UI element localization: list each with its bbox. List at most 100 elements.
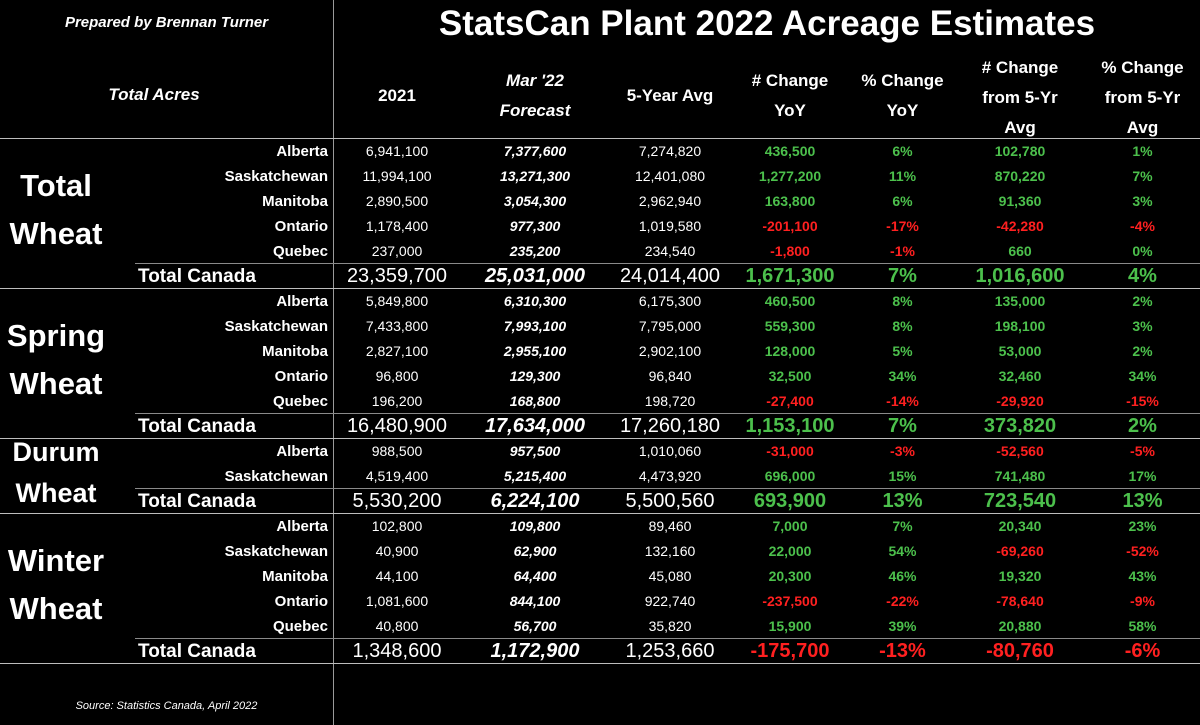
table-cell: 7,993,100 [503,318,567,334]
total-canada-label: Total Canada [138,416,256,437]
table-cell: 373,820 [983,415,1057,437]
table-cell: -201,100 [762,218,818,234]
table-cell: 1% [1132,143,1153,159]
table-cell: -5% [1130,443,1155,459]
table-cell: 89,460 [648,518,692,534]
table-cell: 6,175,300 [638,293,702,309]
table-cell: -27,400 [766,393,814,409]
province-label: Saskatchewan [224,468,328,485]
table-cell: 23,359,700 [346,265,448,287]
table-cell: 43% [1128,568,1157,584]
group-divider [0,288,1200,289]
table-cell: 2,890,500 [365,193,429,209]
table-cell: 46% [888,568,917,584]
table-cell: 5,849,800 [365,293,429,309]
table-cell: 168,800 [509,393,561,409]
province-label: Ontario [274,368,328,385]
table-cell: 2,955,100 [503,343,567,359]
column-header-forecast: Mar '22 Forecast [460,66,610,126]
group-label-line: Wheat [9,366,103,401]
table-cell: 25,031,000 [484,265,586,287]
column-header-line: Mar '22 [506,71,564,90]
table-cell: -6% [1124,640,1161,662]
group-label: Spring Wheat [0,312,112,408]
column-header-line: Avg [1004,118,1036,137]
column-header-line: 5-Year Avg [626,86,714,105]
table-cell: 62,900 [513,543,557,559]
table-cell: 922,740 [644,593,696,609]
table-cell: 20,300 [768,568,812,584]
table-cell: 40,900 [375,543,419,559]
province-label: Saskatchewan [224,543,328,560]
table-cell: 988,500 [371,443,423,459]
province-label: Alberta [276,443,328,460]
province-label: Quebec [272,393,328,410]
table-cell: 7% [892,518,913,534]
source-note: Source: Statistics Canada, April 2022 [75,700,258,712]
table-cell: 6,941,100 [365,143,429,159]
province-label: Saskatchewan [224,168,328,185]
table-cell: 977,300 [509,218,561,234]
table-cell: 7,795,000 [638,318,702,334]
table-cell: 234,540 [644,243,696,259]
table-cell: 34% [1128,368,1157,384]
table-cell: 198,720 [644,393,696,409]
table-cell: 7% [888,265,917,287]
table-cell: 8% [892,318,913,334]
table-cell: 11% [888,168,917,184]
table-cell: 102,800 [371,518,423,534]
table-cell: 5,215,400 [503,468,567,484]
table-cell: 6,310,300 [503,293,567,309]
table-cell: 3,054,300 [503,193,567,209]
table-cell: 34% [888,368,917,384]
table-cell: 2% [1132,343,1153,359]
table-cell: 235,200 [509,243,561,259]
table-cell: 723,540 [983,490,1057,512]
table-cell: -1,800 [770,243,810,259]
province-label: Ontario [274,218,328,235]
column-header-avg5: 5-Year Avg [610,81,730,111]
table-cell: 1,348,600 [352,640,442,662]
table-cell: 15,900 [768,618,812,634]
table-cell: 1,671,300 [745,265,835,287]
province-label: Manitoba [262,343,328,360]
column-header-pct_5yr: % Change from 5-Yr Avg [1085,53,1200,143]
table-cell: 1,277,200 [758,168,822,184]
table-cell: 1,172,900 [490,640,580,662]
column-divider [333,0,334,725]
column-header-pct_yoy: % Change YoY [850,66,955,126]
table-cell: 102,780 [994,143,1046,159]
table-cell: 7,433,800 [365,318,429,334]
table-cell: 693,900 [753,490,827,512]
table-cell: 35,820 [648,618,692,634]
table-cell: -42,280 [996,218,1044,234]
total-divider [135,638,1200,639]
province-label: Ontario [274,593,328,610]
table-cell: 39% [888,618,917,634]
table-cell: 53,000 [998,343,1042,359]
table-cell: -29,920 [996,393,1044,409]
total-divider [135,413,1200,414]
table-cell: -3% [890,443,915,459]
table-cell: 16,480,900 [346,415,448,437]
table-cell: -13% [879,640,926,662]
table-cell: 96,800 [375,368,419,384]
table-cell: 559,300 [764,318,816,334]
table-cell: 4,519,400 [365,468,429,484]
table-cell: 7% [888,415,917,437]
table-cell: -14% [886,393,919,409]
group-label-line: Winter [7,543,105,578]
table-cell: 15% [888,468,917,484]
province-label: Alberta [276,518,328,535]
column-header-chg_yoy: # Change YoY [730,66,850,126]
table-cell: 1,081,600 [365,593,429,609]
province-label: Saskatchewan [224,318,328,335]
table-cell: 13,271,300 [499,168,571,184]
row-header-label: Total Acres [108,85,200,104]
table-cell: 7% [1132,168,1153,184]
table-cell: 32,500 [768,368,812,384]
table-cell: 163,800 [764,193,816,209]
table-cell: 3% [1132,193,1153,209]
table-cell: 1,019,580 [638,218,702,234]
group-label: Total Wheat [0,162,112,258]
